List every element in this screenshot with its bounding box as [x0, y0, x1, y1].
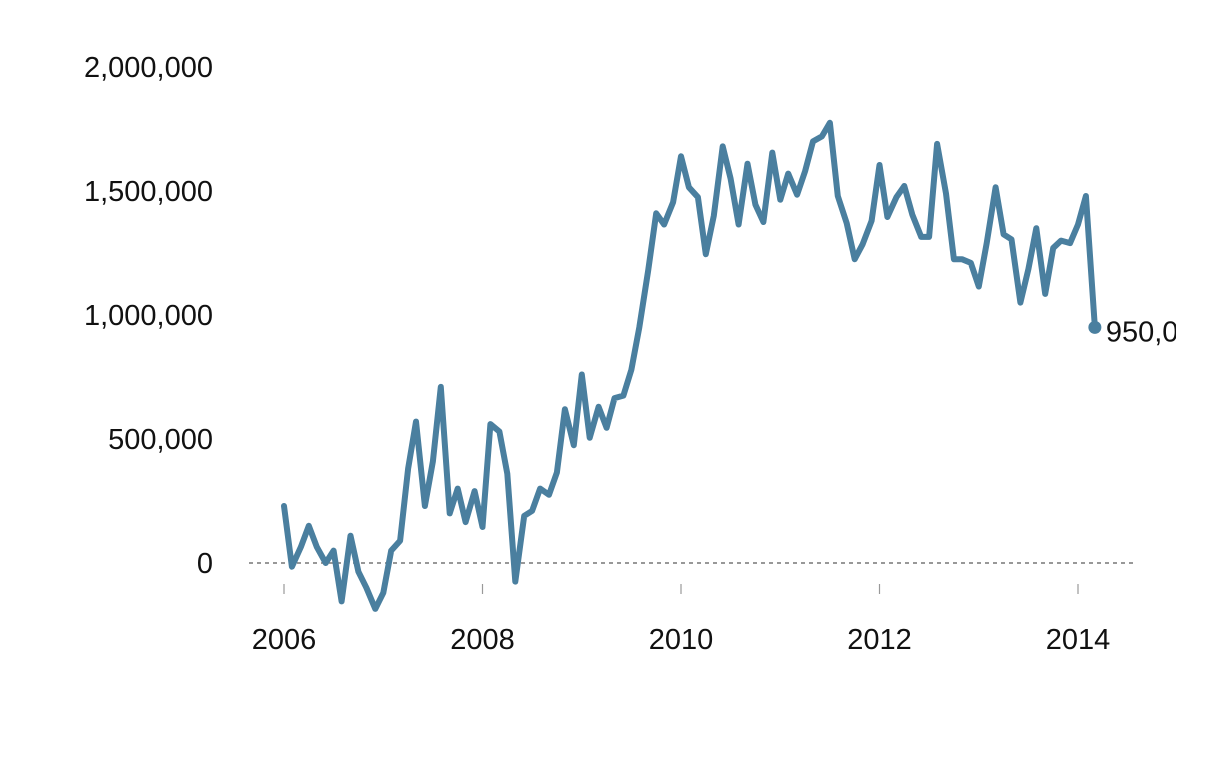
end-value-label: 950,0: [1106, 316, 1179, 348]
y-tick-label: 2,000,000: [84, 52, 213, 84]
series-line: [281, 119, 1098, 612]
end-label-group: 950,0: [1106, 316, 1179, 348]
x-axis: 2006 2008 2010 2012 2014: [252, 584, 1111, 656]
x-tick-label: 2014: [1046, 624, 1111, 656]
y-tick-label: 1,500,000: [84, 176, 213, 208]
x-tick-label: 2010: [649, 624, 714, 656]
x-tick-label: 2006: [252, 624, 317, 656]
series-end-point: [1088, 320, 1102, 334]
y-tick-label: 1,000,000: [84, 300, 213, 332]
series-group: [281, 119, 1102, 612]
y-axis: 0 500,000 1,000,000 1,500,000 2,000,000: [84, 52, 213, 580]
y-tick-label: 500,000: [108, 424, 213, 456]
x-tick-label: 2008: [450, 624, 515, 656]
x-tick-label: 2012: [847, 624, 912, 656]
y-tick-label: 0: [197, 548, 213, 580]
